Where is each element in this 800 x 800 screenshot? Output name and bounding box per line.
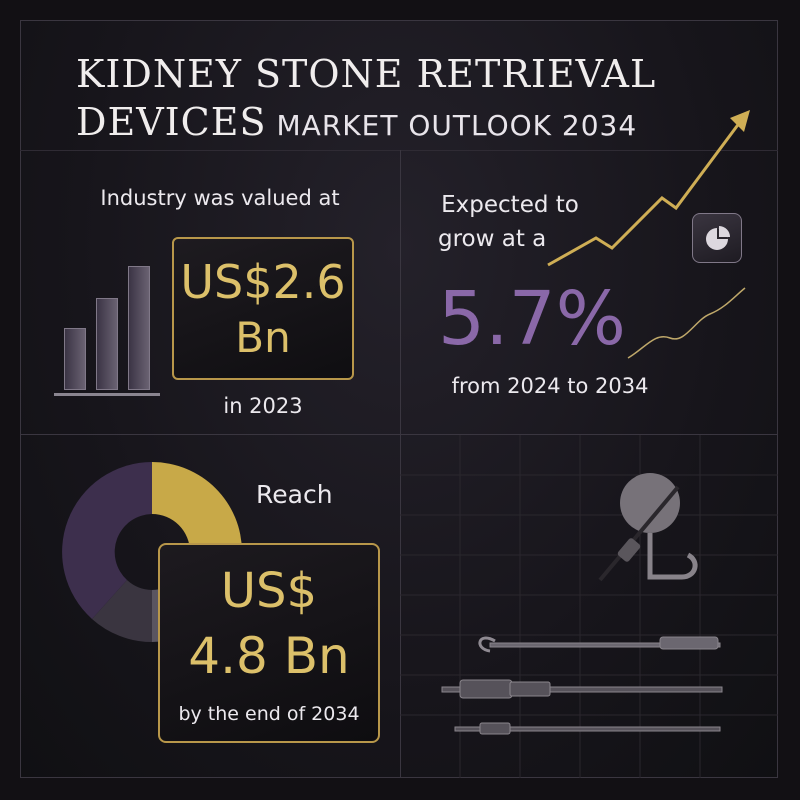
horizontal-divider bbox=[20, 434, 778, 435]
valuation-box: US$2.6 Bn bbox=[172, 237, 354, 380]
forecast-label: Reach bbox=[256, 480, 333, 509]
infographic-frame bbox=[20, 20, 778, 778]
title-line-1: KIDNEY STONE RETRIEVAL bbox=[76, 52, 657, 96]
bar-chart-icon bbox=[54, 266, 164, 396]
valuation-unit: Bn bbox=[235, 313, 291, 362]
bar-1 bbox=[64, 328, 86, 390]
trend-arrow-icon bbox=[547, 110, 750, 359]
title-line-2: DEVICES MARKET OUTLOOK 2034 bbox=[76, 100, 716, 144]
header-divider bbox=[20, 150, 778, 151]
vertical-divider bbox=[400, 150, 401, 778]
retrieval-tools-illustration bbox=[400, 435, 778, 778]
forceps-tool-icon bbox=[478, 636, 721, 653]
valuation-value: US$2.6 bbox=[180, 255, 346, 309]
pie-chart-icon bbox=[692, 213, 742, 263]
forecast-year: by the end of 2034 bbox=[178, 703, 360, 725]
growth-rate: 5.7% bbox=[438, 276, 626, 362]
bar-2 bbox=[96, 298, 118, 390]
guidewire-tool-icon bbox=[454, 722, 721, 735]
bar-base bbox=[54, 393, 160, 396]
forecast-box: US$ 4.8 Bn by the end of 2034 bbox=[158, 543, 380, 743]
bar-3 bbox=[128, 266, 150, 390]
title-devices: DEVICES bbox=[76, 100, 267, 144]
lithotripter-probe-icon bbox=[441, 679, 723, 699]
valuation-label: Industry was valued at bbox=[100, 186, 340, 210]
growth-label-line2: grow at a bbox=[438, 226, 547, 252]
forecast-currency: US$ bbox=[220, 563, 318, 619]
forecast-value: 4.8 Bn bbox=[188, 627, 350, 685]
valuation-year: in 2023 bbox=[223, 394, 303, 418]
growth-label-line1: Expected to bbox=[441, 192, 579, 218]
stone-basket-icon bbox=[598, 473, 698, 582]
title-outlook: MARKET OUTLOOK 2034 bbox=[276, 109, 638, 142]
growth-label: Expected to grow at a bbox=[420, 188, 600, 256]
growth-period: from 2024 to 2034 bbox=[451, 374, 649, 398]
